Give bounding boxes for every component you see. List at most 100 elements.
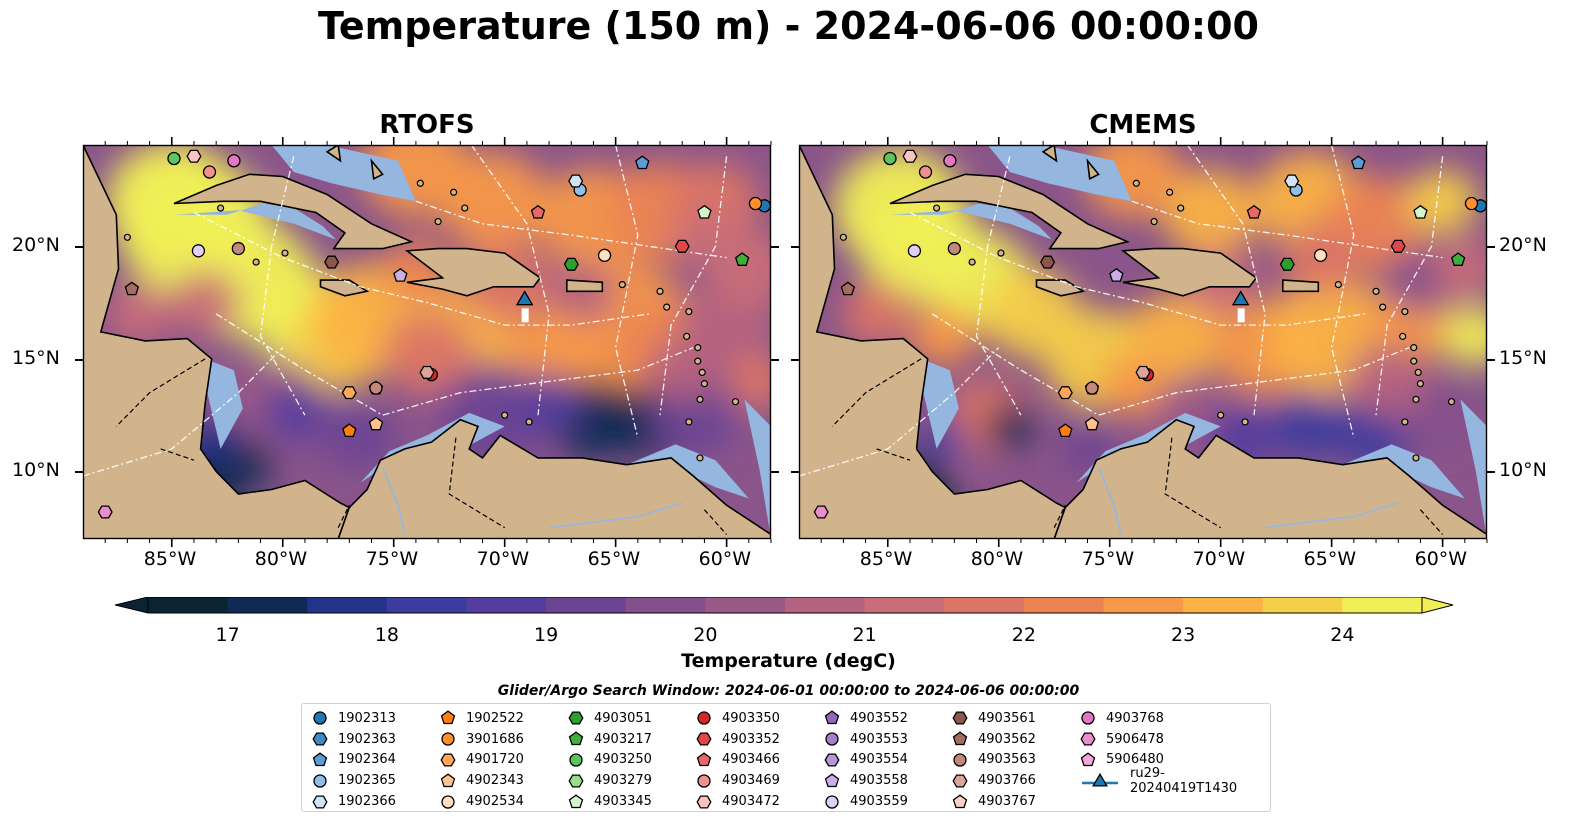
legend-marker (568, 731, 584, 746)
land-cuba (889, 173, 1130, 250)
map-panel-cmems[interactable] (798, 137, 1488, 547)
legend-item: 4903352 (696, 729, 780, 750)
y-tick-mark (771, 246, 779, 249)
legend-label: 3901686 (466, 731, 524, 747)
country-border (703, 509, 728, 535)
legend-label: 4903561 (978, 710, 1036, 726)
legend-marker (568, 793, 584, 808)
legend-marker-icon (313, 774, 327, 788)
legend-marker (953, 753, 967, 767)
legend-label: 4903558 (850, 773, 908, 789)
temperature-patch (726, 353, 771, 410)
legend-item: 4903562 (952, 729, 1036, 750)
float-marker-1902522 (1058, 423, 1073, 438)
legend-item: 4903466 (696, 750, 780, 771)
float-marker-4903563 (947, 241, 962, 256)
colorbar-tick-label: 24 (1330, 624, 1355, 646)
y-tick-label-left: 20°N (12, 234, 60, 257)
legend-marker-icon (825, 794, 839, 809)
legend-marker-icon (441, 794, 455, 809)
shallow-shelf (744, 399, 771, 539)
legend-marker (952, 774, 968, 788)
x-tick-label: 85°W (143, 548, 197, 570)
temperature-patch (1161, 168, 1258, 257)
float-marker-4903558 (393, 267, 408, 282)
legend-marker (441, 794, 455, 809)
country-border (448, 437, 506, 529)
river (1264, 502, 1399, 529)
y-tick-label-right: 10°N (1499, 459, 1547, 482)
x-tick-label: 70°W (1192, 548, 1246, 570)
float-marker-4903352 (1390, 239, 1406, 253)
legend-label: 4902343 (466, 773, 524, 789)
temperature-patch (223, 440, 276, 489)
x-tick-label: 60°W (698, 548, 752, 570)
island (1447, 398, 1456, 406)
island (1401, 418, 1409, 426)
float-marker-4901720 (1057, 386, 1073, 400)
shallow-shelf (890, 203, 1052, 240)
y-tick-mark (75, 471, 83, 474)
legend-label: 4903345 (594, 794, 652, 810)
float-marker-4903561 (324, 255, 340, 269)
shallow-shelf (1460, 399, 1487, 539)
legend-item: 4903766 (952, 770, 1036, 791)
legend-label: 1902364 (338, 752, 396, 768)
legend-label: 4901720 (466, 752, 524, 768)
y-tick-mark (791, 358, 799, 361)
legend-item: 4902534 (440, 791, 524, 812)
country-border (160, 448, 195, 461)
float-marker-4903562 (840, 281, 856, 296)
eez-boundary (83, 347, 284, 477)
land-hispaniola (1120, 247, 1258, 297)
legend-marker (697, 774, 711, 788)
eez-boundary (193, 211, 649, 326)
eez-boundary (659, 156, 728, 416)
land-jamaica (319, 279, 370, 297)
legend-item: ru29-20240419T1430 (1080, 766, 1270, 796)
float-marker-3901686 (1464, 196, 1479, 211)
legend-marker (569, 753, 583, 767)
land-jamaica (1035, 279, 1086, 297)
legend-item: 1902366 (312, 791, 396, 812)
land-puertoRico (565, 279, 604, 293)
float-marker-4903250 (167, 151, 181, 166)
island (1410, 344, 1418, 352)
float-marker-4901720 (341, 386, 357, 400)
float-marker-4903466 (1246, 204, 1262, 219)
river (381, 466, 406, 535)
legend-label: 4903352 (722, 731, 780, 747)
island (281, 249, 289, 257)
legend-marker (696, 732, 712, 746)
legend-label: 1902522 (466, 710, 524, 726)
legend-marker-icon (312, 752, 328, 767)
map-canvas (798, 137, 1488, 547)
country-border (1053, 504, 1066, 528)
colorbar-segment (1262, 597, 1343, 613)
legend-marker-icon (952, 711, 968, 725)
legend-marker-icon (440, 773, 456, 787)
map-panel-rtofs[interactable] (82, 137, 772, 547)
legend-marker (441, 732, 455, 746)
shallow-shelf (271, 145, 416, 202)
island (1241, 418, 1249, 426)
y-tick-mark (1487, 246, 1495, 249)
eez-boundary (215, 313, 694, 416)
legend-item: 4903767 (952, 791, 1036, 812)
temperature-patch (1274, 394, 1345, 459)
island (933, 204, 941, 212)
search-window-caption: Glider/Argo Search Window: 2024-06-01 00… (497, 683, 1080, 699)
map-frame (82, 144, 772, 540)
eez-boundary (975, 156, 1022, 416)
y-tick-label-right: 20°N (1499, 234, 1547, 257)
float-marker-4903766 (419, 365, 435, 379)
legend-marker (824, 710, 840, 725)
eez-boundary (909, 211, 1365, 326)
legend-label: 4903766 (978, 773, 1036, 789)
temperature-patch (985, 404, 1035, 449)
legend-marker (952, 711, 968, 725)
legend-marker (313, 711, 327, 726)
legend-marker (1092, 772, 1108, 787)
temperature-patch (169, 270, 241, 335)
legend-marker (825, 732, 839, 746)
